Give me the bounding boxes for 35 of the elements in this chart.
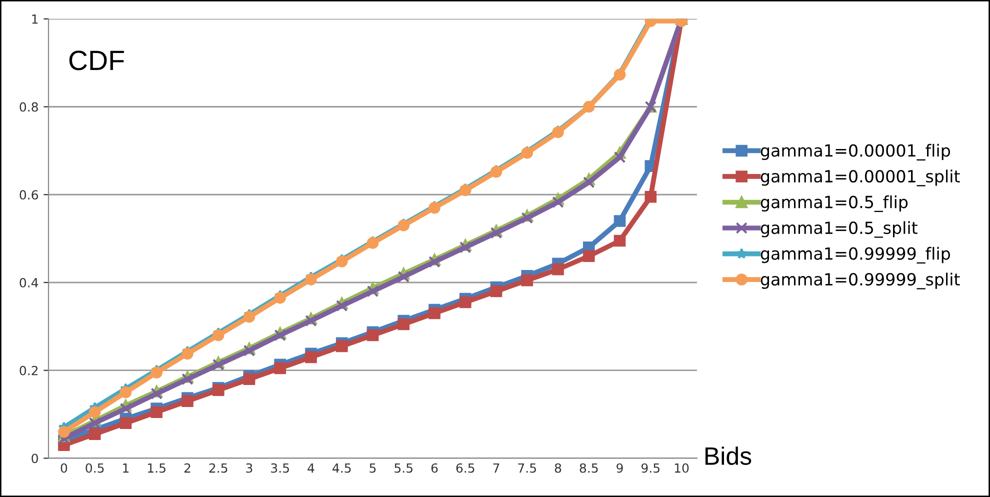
x-tick-label: 1.5 [148, 463, 166, 473]
text: CDF [69, 50, 124, 70]
legend-label: gamma1=0.99999_flip [760, 246, 950, 264]
legend-label: gamma1=0.00001_split [760, 170, 960, 186]
y-tick-label: 0.2 [20, 366, 38, 376]
x-tick-label: 7 [493, 463, 500, 473]
x-tick-label: 2.5 [209, 463, 228, 473]
x-tick-label: 9.5 [641, 463, 660, 473]
x-tick-label: 6.5 [456, 463, 474, 473]
x-tick-label: 1 [123, 463, 129, 473]
x-axis-title: Bids [705, 446, 752, 465]
x-tick-label: 5.5 [394, 463, 412, 473]
x-tick-label: 2 [184, 463, 190, 473]
x-tick-label: 6 [431, 463, 438, 473]
y-tick-label: 0.4 [20, 278, 38, 288]
x-tick-label: 3 [246, 463, 252, 473]
x-tick-label: 4 [308, 463, 314, 473]
legend-label: gamma1=0.5_split [760, 221, 918, 238]
x-tick-label: 0.5 [86, 463, 104, 473]
x-tick-label: 9 [616, 463, 623, 473]
legend-label: gamma1=0.5_flip [760, 195, 908, 212]
x-tick-label: 0 [60, 463, 68, 473]
y-tick-label: 0.6 [20, 190, 38, 200]
x-tick-label: 4.5 [332, 463, 351, 473]
x-tick-label: 8 [554, 463, 562, 473]
x-tick-label: 8.5 [580, 463, 598, 473]
y-tick-label: 0.8 [20, 102, 38, 112]
y-tick-label: 0 [32, 454, 38, 464]
x-tick-label: 7.5 [518, 463, 536, 473]
legend-label: gamma1=0.99999_split [760, 272, 960, 290]
x-tick-label: 5 [370, 463, 376, 473]
x-tick-label: 3.5 [271, 463, 289, 473]
y-tick-label: 1 [32, 14, 38, 24]
x-tick-label: 10 [674, 463, 689, 473]
legend-label: gamma1=0.00001_flip [760, 144, 950, 160]
